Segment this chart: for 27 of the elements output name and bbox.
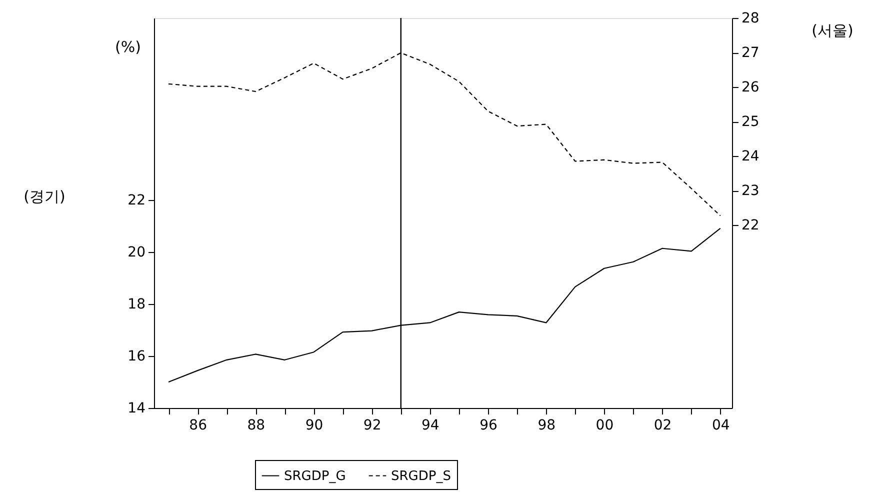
y2-tick-label: 22 xyxy=(742,218,760,234)
y-tick-label: 16 xyxy=(128,348,146,364)
y2-tick-label: 28 xyxy=(742,10,760,26)
legend-label: SRGDP_S xyxy=(391,468,451,484)
x-tick-label: 94 xyxy=(422,418,440,434)
x-tick-label: 04 xyxy=(712,418,730,434)
y2-tick-label: 23 xyxy=(742,183,760,200)
y-tick-label: 22 xyxy=(128,192,146,208)
y-tick-label: 20 xyxy=(128,244,146,260)
y-tick-label: 18 xyxy=(128,296,146,312)
y2-axis-title: (서울) xyxy=(812,22,854,40)
y2-tick-label: 26 xyxy=(742,80,760,96)
legend-label: SRGDP_G xyxy=(284,468,346,484)
x-tick-label: 88 xyxy=(247,418,266,434)
x-tick-label: 00 xyxy=(596,418,614,434)
x-tick-label: 02 xyxy=(654,418,672,434)
x-tick-label: 96 xyxy=(480,418,498,434)
x-tick-label: 90 xyxy=(305,418,324,434)
x-tick-label: 86 xyxy=(189,418,208,434)
y-tick-label: 14 xyxy=(128,400,146,416)
x-tick-label: 98 xyxy=(538,418,556,434)
y2-tick-label: 25 xyxy=(742,114,760,130)
y2-tick-label: 27 xyxy=(742,45,760,62)
text: (%) xyxy=(115,38,141,56)
y2-tick-label: 24 xyxy=(742,148,760,165)
x-tick-label: 92 xyxy=(363,418,382,434)
y-axis-title: (경기) xyxy=(24,188,66,206)
